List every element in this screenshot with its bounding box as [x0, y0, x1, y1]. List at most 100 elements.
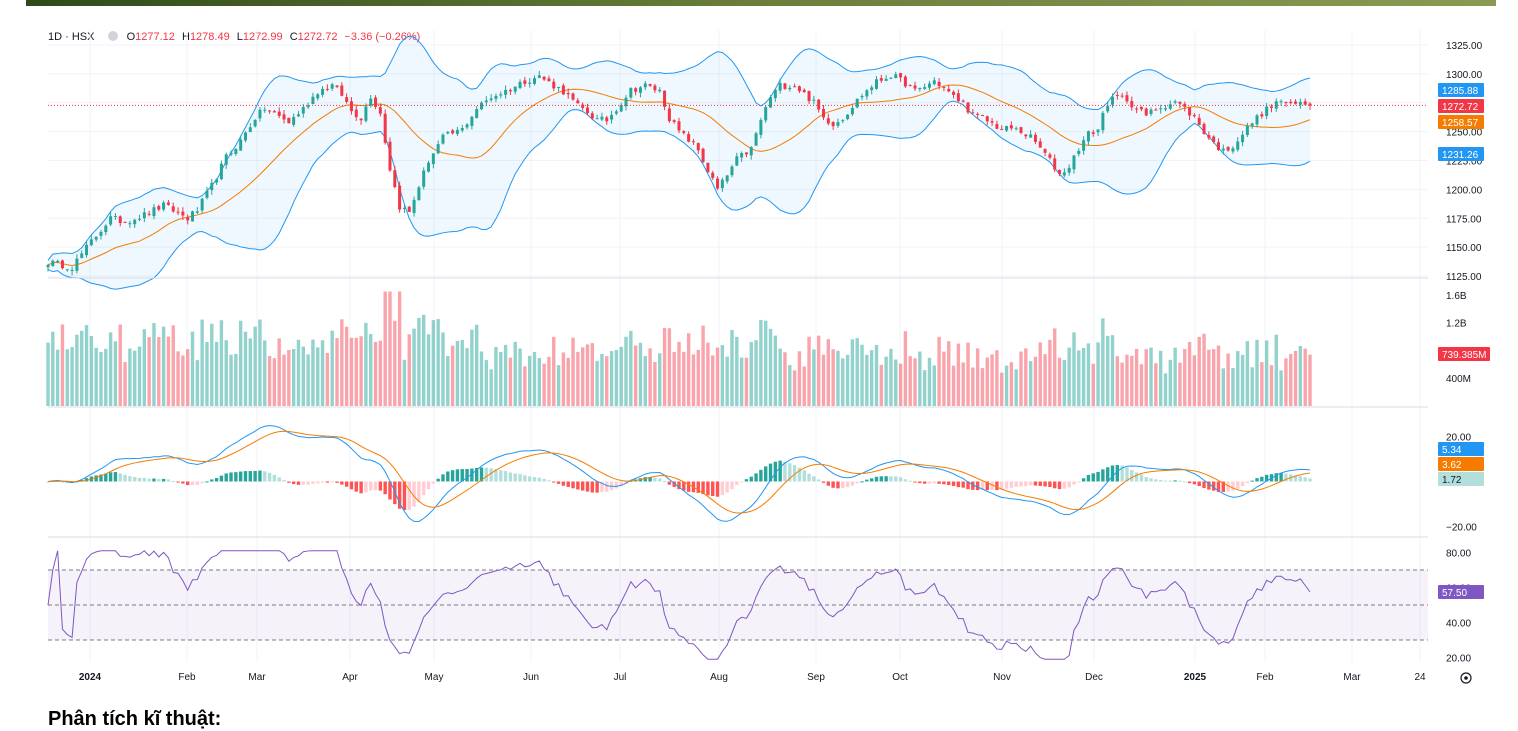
candle-body — [374, 97, 378, 107]
volume-bar — [205, 341, 209, 406]
macd-histogram-bar — [547, 480, 551, 482]
macd-histogram-bar — [253, 470, 257, 482]
volume-bar — [922, 370, 927, 406]
settings-gear-icon[interactable] — [1460, 672, 1472, 684]
bb-basis-tag-bg — [1438, 115, 1484, 129]
macd-hist-tag: 1.72 — [1438, 472, 1484, 486]
macd-histogram-bar — [171, 480, 175, 482]
macd-histogram-bar — [484, 467, 489, 482]
macd-histogram-bar — [296, 481, 301, 485]
candle-body — [292, 117, 296, 125]
volume-bar — [903, 331, 908, 406]
candle-body — [263, 109, 267, 111]
volume-bar — [537, 358, 542, 406]
macd-histogram-bar — [494, 469, 498, 482]
volume-bar — [1197, 336, 1201, 406]
macd-histogram-bar — [1274, 473, 1278, 482]
volume-bar — [1274, 334, 1278, 406]
macd-histogram-bar — [971, 481, 975, 490]
candle-body — [513, 86, 517, 92]
chart-canvas[interactable]: 1325.001300.001275.001250.001225.001200.… — [0, 0, 1518, 705]
volume-bar — [566, 357, 570, 406]
candle-body — [378, 107, 382, 114]
volume-bar — [802, 366, 806, 406]
macd-histogram-bar — [975, 481, 980, 491]
volume-bar — [1096, 342, 1100, 406]
macd-histogram-bar — [1115, 464, 1120, 482]
volume-bar — [913, 358, 917, 406]
candle-body — [407, 206, 411, 212]
candle-body — [1260, 114, 1264, 117]
candle-body — [364, 106, 368, 121]
symbol-label[interactable]: 1D · HSX — [48, 31, 95, 43]
macd-histogram-bar — [566, 481, 570, 487]
candle-body — [1067, 167, 1071, 173]
volume-bar — [1139, 364, 1144, 406]
volume-bar — [860, 344, 864, 406]
macd-histogram-bar — [580, 481, 585, 491]
candle-body — [75, 258, 79, 271]
candle-body — [730, 166, 734, 176]
volume-bar — [65, 349, 69, 406]
candle-body — [417, 187, 421, 201]
macd-histogram-bar — [1211, 481, 1216, 491]
macd-histogram-bar — [614, 481, 619, 489]
macd-histogram-bar — [764, 466, 768, 482]
macd-histogram-bar — [1144, 477, 1148, 482]
volume-bar — [282, 354, 286, 406]
macd-histogram-bar — [1000, 481, 1004, 490]
macd-histogram-bar — [1130, 469, 1134, 482]
volume-bar — [70, 347, 74, 406]
candle-body — [1250, 123, 1254, 127]
macd-histogram-bar — [258, 470, 262, 482]
volume-bar — [590, 343, 594, 406]
macd-histogram-bar — [157, 479, 161, 482]
macd-histogram-bar — [990, 481, 994, 490]
candle-body — [1236, 141, 1240, 150]
bb-upper-tag-text: 1285.88 — [1442, 86, 1479, 97]
candle-body — [1245, 125, 1249, 135]
candle-body — [1120, 95, 1124, 97]
macd-histogram-bar — [523, 475, 527, 482]
volume-bar — [816, 335, 821, 406]
settings-gear-center — [1464, 676, 1468, 680]
macd-histogram-bar — [898, 477, 903, 482]
macd-pane — [46, 425, 1312, 522]
volume-bar — [185, 349, 190, 406]
candle-body — [1207, 135, 1211, 139]
volume-bar — [600, 353, 604, 406]
volume-bar — [609, 351, 614, 406]
macd-histogram-bar — [831, 481, 835, 488]
chart-legend: 1D · HSX O1277.12 H1278.49 L1272.99 C127… — [48, 31, 424, 43]
candle-body — [754, 133, 758, 146]
volume-bar — [711, 355, 715, 406]
volume-bar — [291, 349, 296, 406]
volume-bar — [624, 336, 628, 406]
candle-body — [518, 81, 522, 89]
volume-bar — [527, 355, 532, 406]
volume-bar — [344, 326, 349, 406]
macd-histogram-bar — [696, 481, 700, 493]
macd-line — [47, 425, 1311, 522]
x-axis-label: May — [425, 672, 444, 683]
candle-body — [1178, 101, 1182, 104]
macd-histogram-bar — [980, 481, 985, 490]
candle-body — [614, 111, 618, 114]
volume-bar — [113, 341, 118, 406]
candle-body — [489, 98, 493, 101]
volume-bar — [869, 350, 874, 406]
volume-bar — [686, 333, 691, 406]
candle-body — [277, 111, 281, 116]
volume-bar — [1019, 351, 1023, 406]
macd-histogram-bar — [195, 481, 200, 485]
volume-bar — [320, 340, 325, 406]
volume-bar — [373, 341, 378, 406]
volume-bar — [552, 336, 556, 406]
candle-body — [850, 107, 854, 115]
candle-body — [51, 260, 55, 266]
candle-body — [889, 77, 893, 79]
bb-basis-tag-text: 1258.57 — [1442, 118, 1479, 129]
candle-body — [1308, 103, 1312, 106]
candle-body — [749, 147, 753, 156]
macd-histogram-bar — [537, 477, 542, 482]
